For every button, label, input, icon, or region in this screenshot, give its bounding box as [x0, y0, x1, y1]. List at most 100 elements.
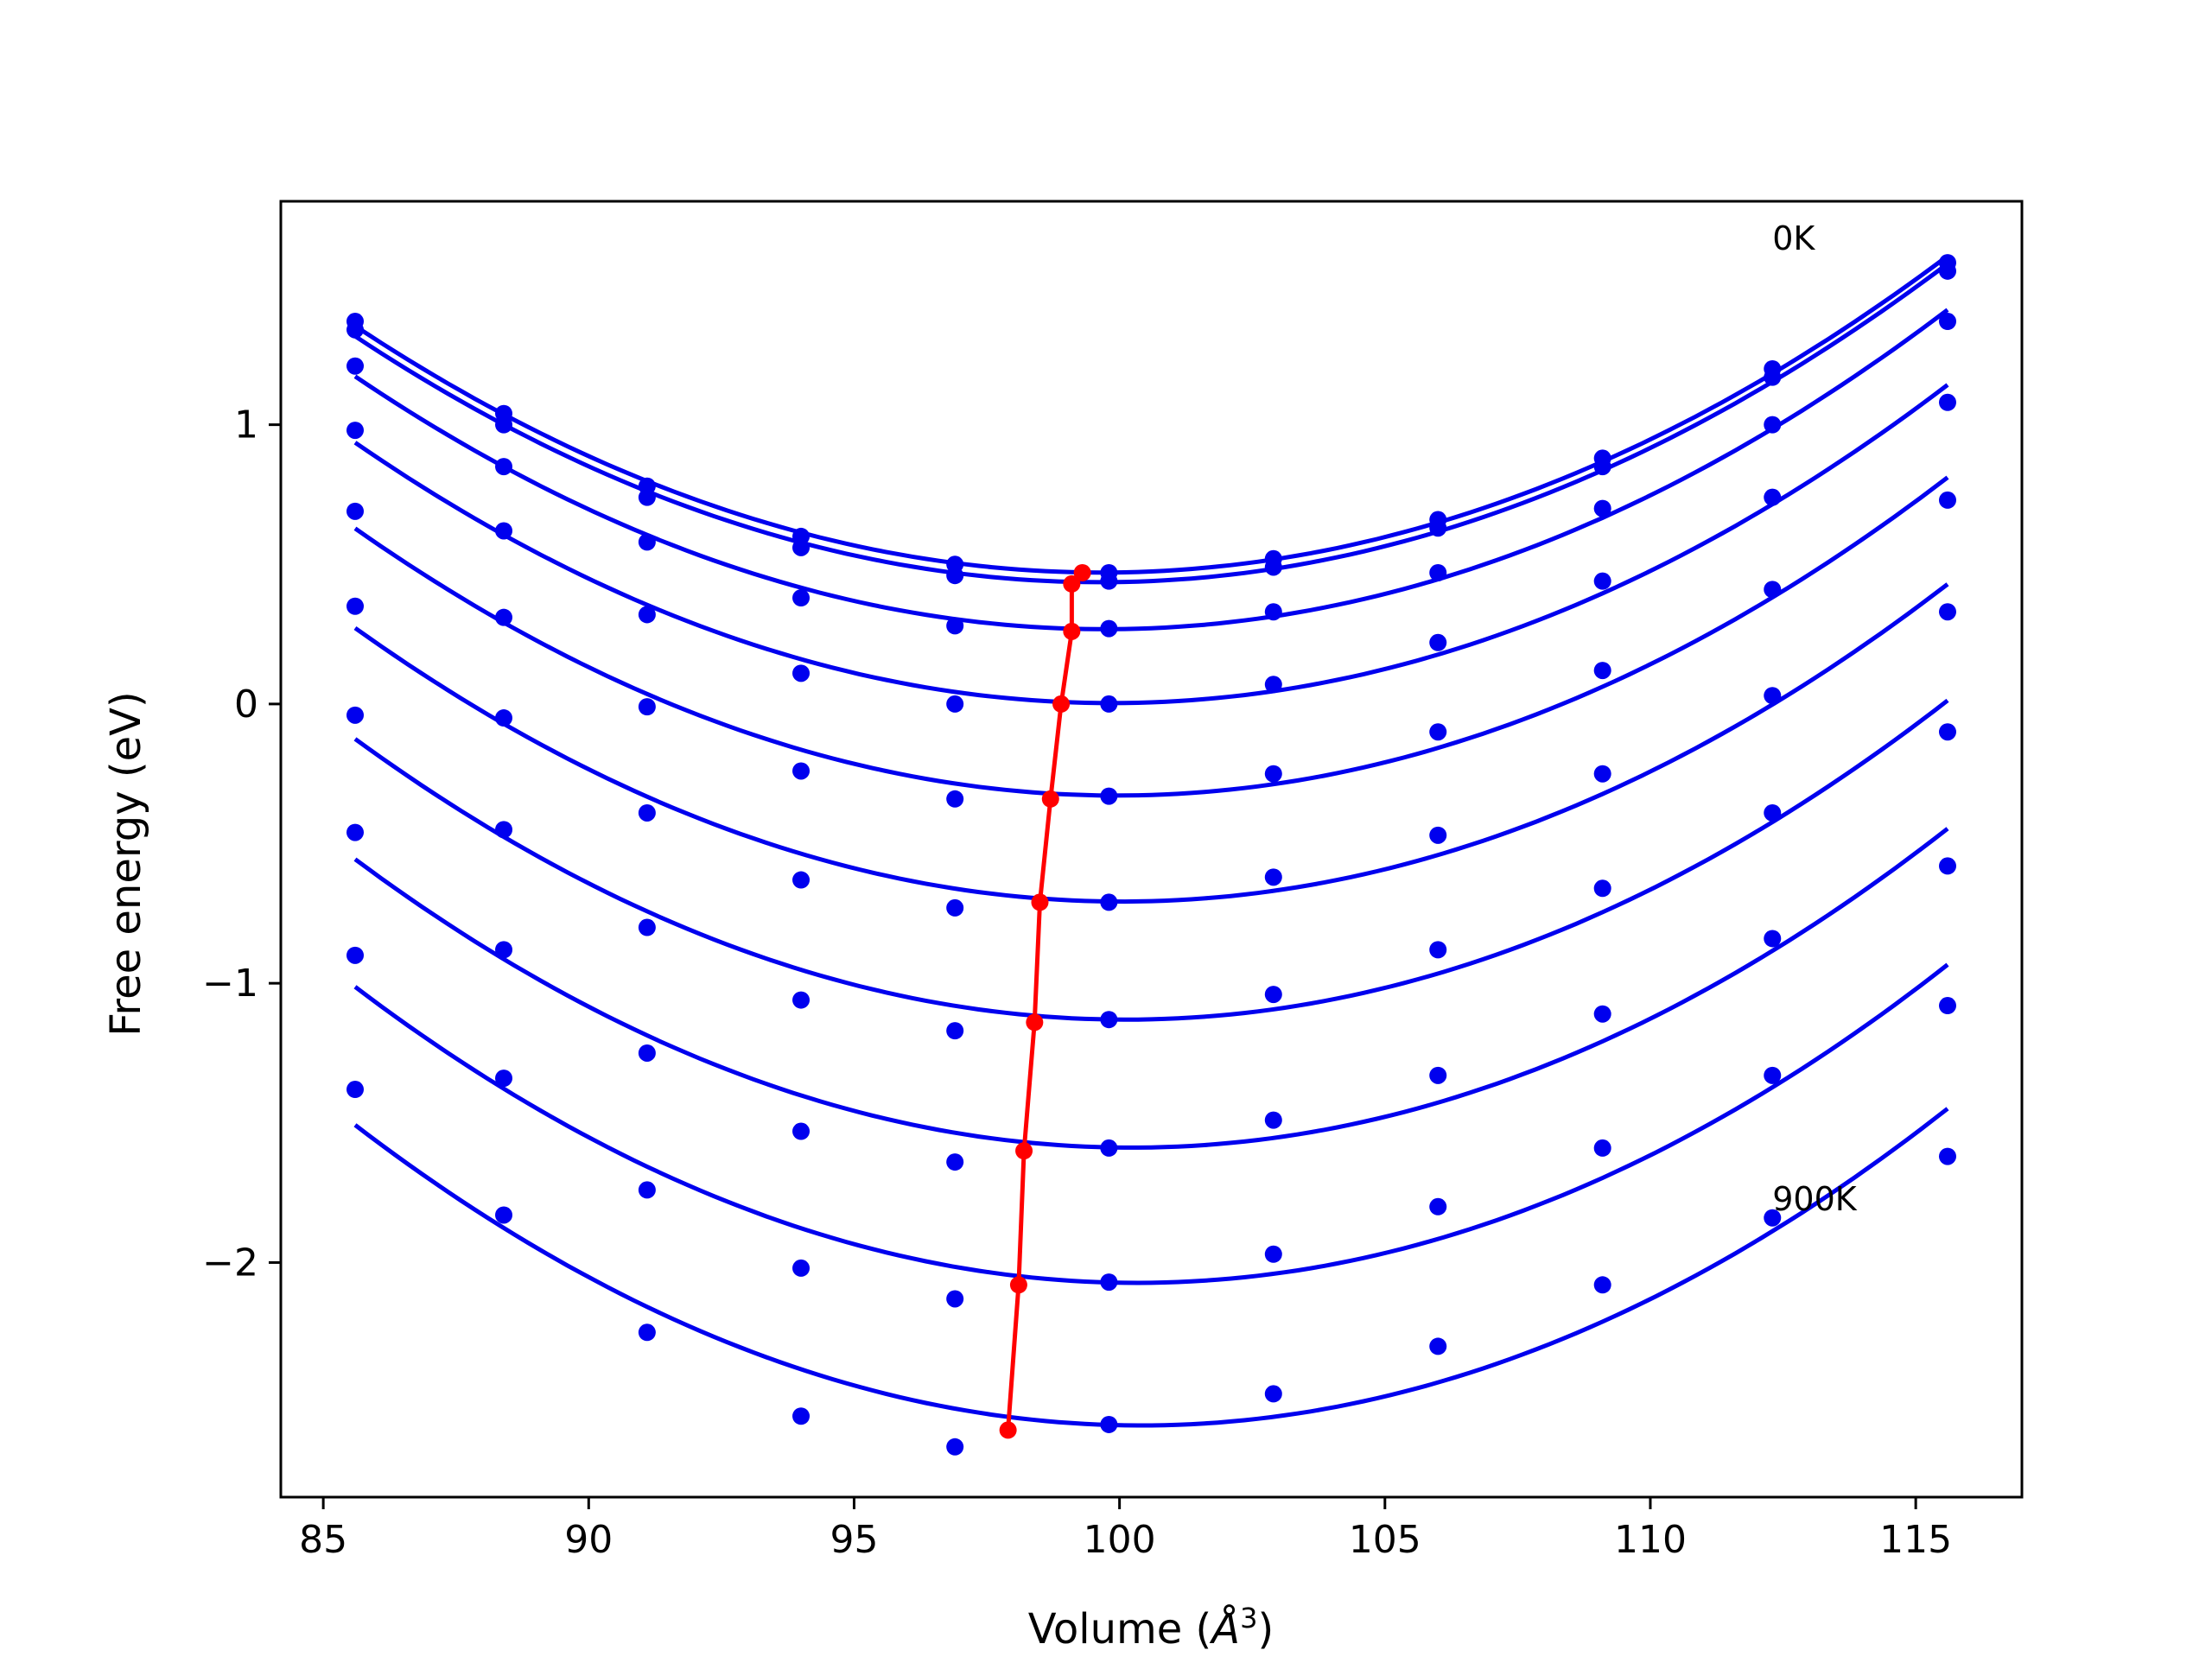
- data-point: [495, 608, 513, 626]
- fit-curve-4: [353, 475, 1949, 798]
- data-point: [1593, 1005, 1611, 1023]
- minimum-path: [1006, 571, 1084, 1431]
- data-point: [946, 695, 964, 713]
- data-point: [792, 991, 810, 1009]
- data-point: [1100, 1273, 1118, 1292]
- data-point: [495, 709, 513, 727]
- data-point: [1100, 787, 1118, 805]
- y-tick-label: 0: [234, 682, 258, 727]
- data-point: [946, 790, 964, 808]
- data-point: [495, 1070, 513, 1088]
- minimum-point: [1009, 1276, 1027, 1294]
- data-point: [1264, 1111, 1282, 1129]
- y-tick-label: −1: [202, 962, 258, 1006]
- data-point: [1593, 499, 1611, 517]
- data-point: [638, 698, 656, 716]
- x-tick-label: 105: [1349, 1518, 1421, 1562]
- minimum-point: [999, 1421, 1017, 1439]
- data-point: [495, 1206, 513, 1224]
- data-point: [1764, 368, 1782, 386]
- data-point: [346, 321, 365, 339]
- minimum-point: [1031, 893, 1049, 911]
- data-point: [792, 538, 810, 556]
- x-tick-label: 90: [564, 1518, 613, 1562]
- data-point: [1100, 1011, 1118, 1029]
- minimum-line: [999, 563, 1091, 1439]
- annotation: 0K: [1772, 219, 1815, 257]
- fit-curve-2: [353, 308, 1949, 632]
- data-point: [1938, 723, 1956, 741]
- fit-curve-9: [353, 1107, 1949, 1428]
- data-point: [638, 488, 656, 506]
- data-point: [1938, 1147, 1956, 1165]
- data-point: [1938, 262, 1956, 280]
- data-point: [495, 941, 513, 959]
- fit-curve-7: [353, 827, 1949, 1150]
- data-point: [1429, 941, 1447, 959]
- y-axis-label: Free energy (eV): [102, 691, 150, 1036]
- data-point: [946, 1438, 964, 1456]
- data-point: [1593, 879, 1611, 898]
- y-axis-ticks: −2 −1 0 1: [202, 403, 281, 1285]
- data-point: [1264, 558, 1282, 576]
- data-point: [495, 458, 513, 476]
- data-point: [638, 803, 656, 822]
- data-point: [1264, 1385, 1282, 1403]
- data-point: [346, 597, 365, 615]
- data-point: [946, 898, 964, 917]
- data-point: [1764, 930, 1782, 948]
- data-point: [792, 1259, 810, 1277]
- data-point: [1100, 572, 1118, 590]
- data-points: [346, 254, 1956, 1456]
- plot-frame: [279, 200, 2024, 1499]
- minimum-point: [1052, 695, 1071, 713]
- data-point: [1264, 603, 1282, 621]
- x-tick-label: 95: [830, 1518, 878, 1562]
- x-axis-label: Volume (Å3): [1028, 1602, 1274, 1653]
- minimum-point: [1041, 790, 1059, 808]
- data-point: [1264, 765, 1282, 783]
- fit-curve-6: [353, 698, 1949, 1022]
- data-point: [1429, 723, 1447, 741]
- data-point: [1764, 1066, 1782, 1084]
- data-point: [792, 589, 810, 607]
- data-point: [1100, 1139, 1118, 1157]
- data-point: [792, 1407, 810, 1425]
- data-point: [1764, 803, 1782, 822]
- data-point: [346, 946, 365, 964]
- fit-curve-1: [353, 262, 1949, 585]
- minimum-point: [1026, 1013, 1044, 1031]
- x-tick-label: 100: [1084, 1518, 1156, 1562]
- data-point: [1264, 676, 1282, 694]
- minimum-point: [1015, 1142, 1033, 1160]
- data-point: [1429, 563, 1447, 581]
- data-point: [1264, 1245, 1282, 1263]
- data-point: [1938, 997, 1956, 1015]
- data-point: [1938, 603, 1956, 621]
- data-point: [1593, 662, 1611, 680]
- y-tick-label: 1: [234, 403, 258, 447]
- data-point: [1764, 488, 1782, 506]
- data-point: [1938, 491, 1956, 509]
- data-point: [1764, 581, 1782, 599]
- data-point: [346, 823, 365, 841]
- data-point: [1100, 893, 1118, 911]
- data-point: [946, 1290, 964, 1308]
- data-point: [1593, 1276, 1611, 1294]
- data-point: [495, 821, 513, 839]
- data-point: [1938, 313, 1956, 331]
- data-point: [1264, 868, 1282, 886]
- data-point: [1264, 986, 1282, 1004]
- data-point: [1429, 1197, 1447, 1216]
- data-point: [638, 918, 656, 936]
- x-tick-label: 115: [1879, 1518, 1952, 1562]
- data-point: [1938, 857, 1956, 875]
- data-point: [1429, 519, 1447, 537]
- data-point: [792, 762, 810, 780]
- minimum-point: [1073, 563, 1091, 581]
- data-point: [1593, 572, 1611, 590]
- fit-curve-8: [353, 962, 1949, 1285]
